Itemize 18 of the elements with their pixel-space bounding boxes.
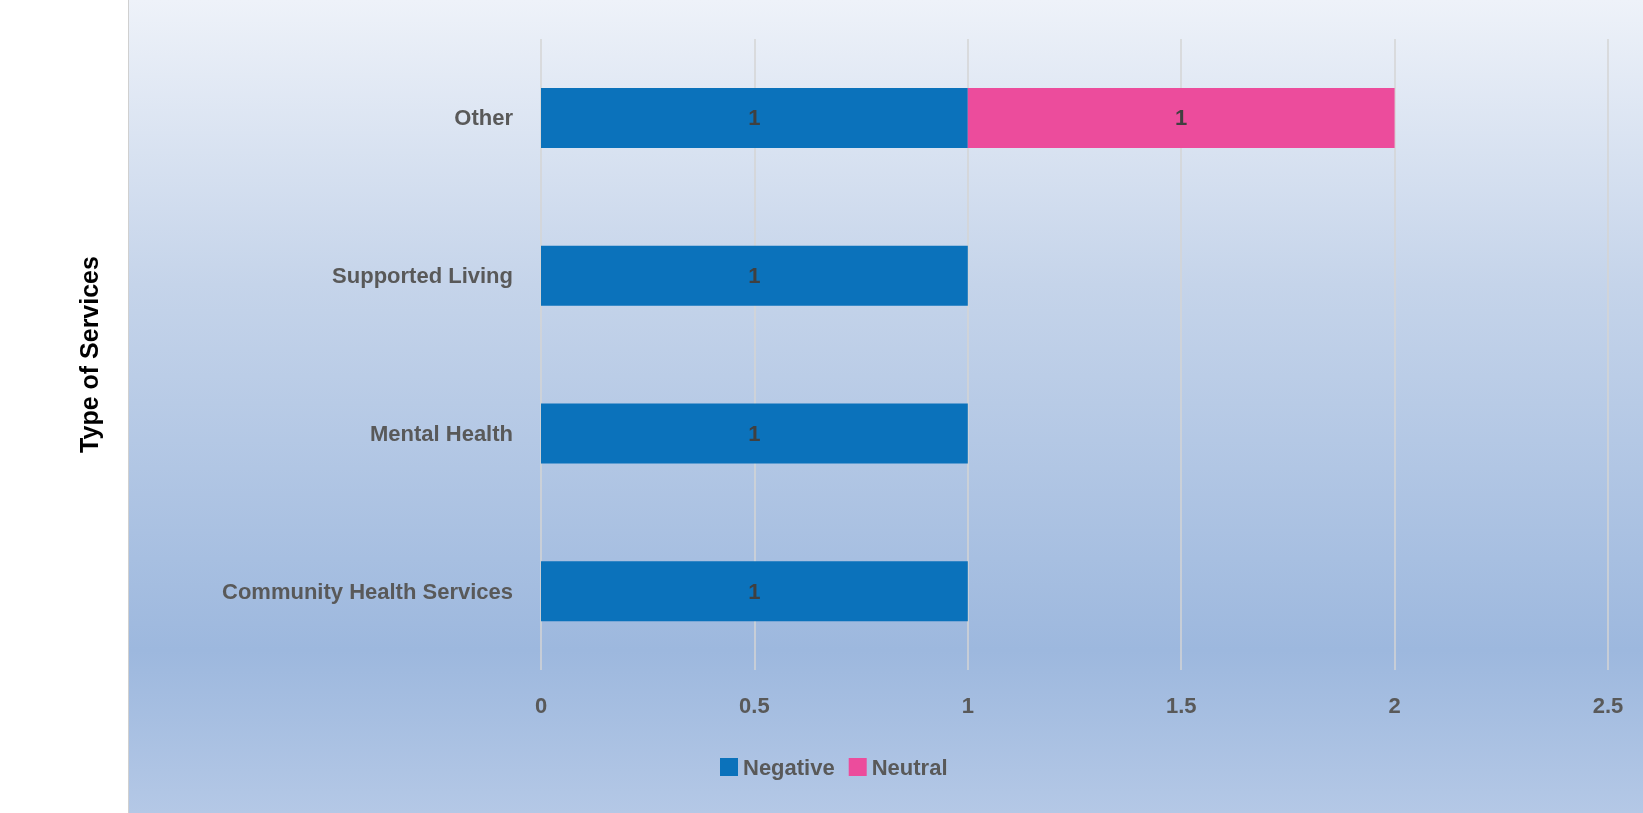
data-label: 1 <box>748 105 761 131</box>
y-tick-label: Mental Health <box>369 420 513 446</box>
data-label: 1 <box>748 578 761 604</box>
x-tick-label: 0.5 <box>739 692 770 718</box>
y-tick-label: Community Health Services <box>222 578 513 604</box>
x-tick-label: 2.5 <box>1592 692 1624 718</box>
y-tick-label: Other <box>454 105 514 131</box>
data-label: 1 <box>1175 105 1188 131</box>
y-tick-label: Supported Living <box>332 263 513 289</box>
data-label: 1 <box>748 420 761 446</box>
data-label: 1 <box>748 263 761 289</box>
x-tick-label: 2 <box>1388 692 1401 718</box>
x-tick-label: 1.5 <box>1165 692 1197 718</box>
x-tick-label: 0 <box>534 692 548 718</box>
legend-label: Negative <box>743 754 835 780</box>
x-tick-label: 1 <box>961 692 974 718</box>
legend-label: Neutral <box>871 754 948 780</box>
y-axis-title: Type of Services <box>74 256 103 453</box>
